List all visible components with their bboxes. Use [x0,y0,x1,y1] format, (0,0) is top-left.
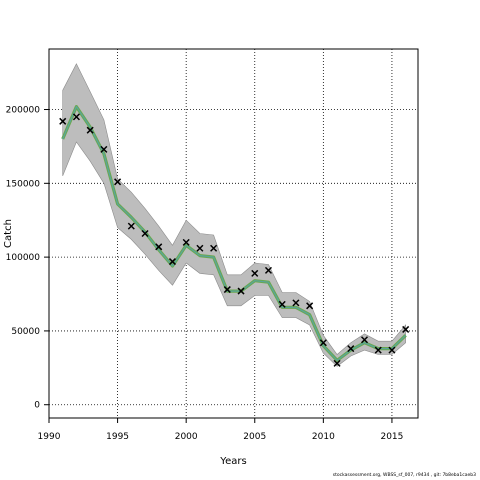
observed-point-stroke [333,359,341,367]
observed-point-stroke [319,339,327,347]
x-axis-label: Years [219,456,246,467]
observed-point [127,222,135,230]
observed-point-stroke [155,243,163,251]
y-tick-label: 100000 [6,253,41,263]
observed-point [59,117,67,125]
observed-point-stroke [182,238,190,246]
observed-point [264,266,273,274]
y-tick-label: 150000 [6,179,41,189]
observed-point-stroke [292,299,300,307]
observed-catch-points [59,113,410,367]
observed-point [278,300,286,308]
observed-point [196,244,204,252]
observed-point [251,269,259,277]
footer-credit: stockassessment.org, WBSS_sf_007, r9434 … [332,473,476,478]
observed-point-stroke [237,287,245,295]
observed-point-stroke [306,302,314,310]
observed-point-stroke [86,126,94,134]
y-axis-ticks: 0 50000 100000 150000 200000 [6,106,49,411]
observed-point [374,346,382,354]
observed-point-stroke [196,244,204,252]
observed-point [86,126,94,134]
observed-point [100,145,108,153]
observed-point-stroke [141,229,149,238]
observed-point [402,325,410,333]
observed-point [360,336,369,344]
confidence-band [62,63,406,367]
observed-point-stroke [100,145,108,153]
x-axis-ticks: 1990 1995 2000 2005 2010 2015 [38,418,403,442]
observed-point-stroke [388,346,396,354]
observed-point [141,229,149,238]
grid-lines [49,49,418,418]
observed-point [292,299,300,307]
observed-point-stroke [127,222,135,230]
fitted-catch-overlay-line [62,105,407,361]
observed-point-stroke [59,117,67,125]
observed-point [182,238,190,246]
observed-point-stroke [264,266,273,274]
observed-point [388,346,396,354]
y-tick-label: 0 [34,401,40,411]
y-tick-label: 200000 [6,106,41,116]
observed-point [210,244,218,252]
observed-point-stroke [114,178,122,186]
x-tick-label: 2015 [380,432,403,442]
observed-point [237,287,245,295]
observed-point [114,178,122,186]
observed-point-stroke [223,286,231,294]
observed-point-stroke [72,113,80,121]
observed-point-stroke [210,244,218,252]
fitted-catch-line [61,104,407,362]
observed-point-stroke [347,345,355,353]
y-tick-label: 50000 [11,327,40,337]
observed-point-stroke [360,336,369,344]
observed-point [155,243,163,251]
observed-point-stroke [251,269,259,277]
x-tick-label: 2005 [243,432,266,442]
observed-point-stroke [278,300,286,308]
x-tick-label: 1990 [38,432,61,442]
observed-point [319,339,327,347]
observed-point [347,345,355,353]
x-tick-label: 1995 [106,432,129,442]
observed-point [306,302,314,310]
observed-point [72,113,80,121]
observed-point [168,258,176,266]
y-axis-label: Catch [3,219,14,248]
observed-point [333,359,341,367]
observed-point [223,286,231,294]
x-tick-label: 2000 [175,432,198,442]
plot-frame [48,48,419,419]
x-tick-label: 2010 [312,432,335,442]
observed-point-stroke [402,325,410,333]
observed-point-stroke [168,258,176,266]
observed-point-stroke [374,346,382,354]
